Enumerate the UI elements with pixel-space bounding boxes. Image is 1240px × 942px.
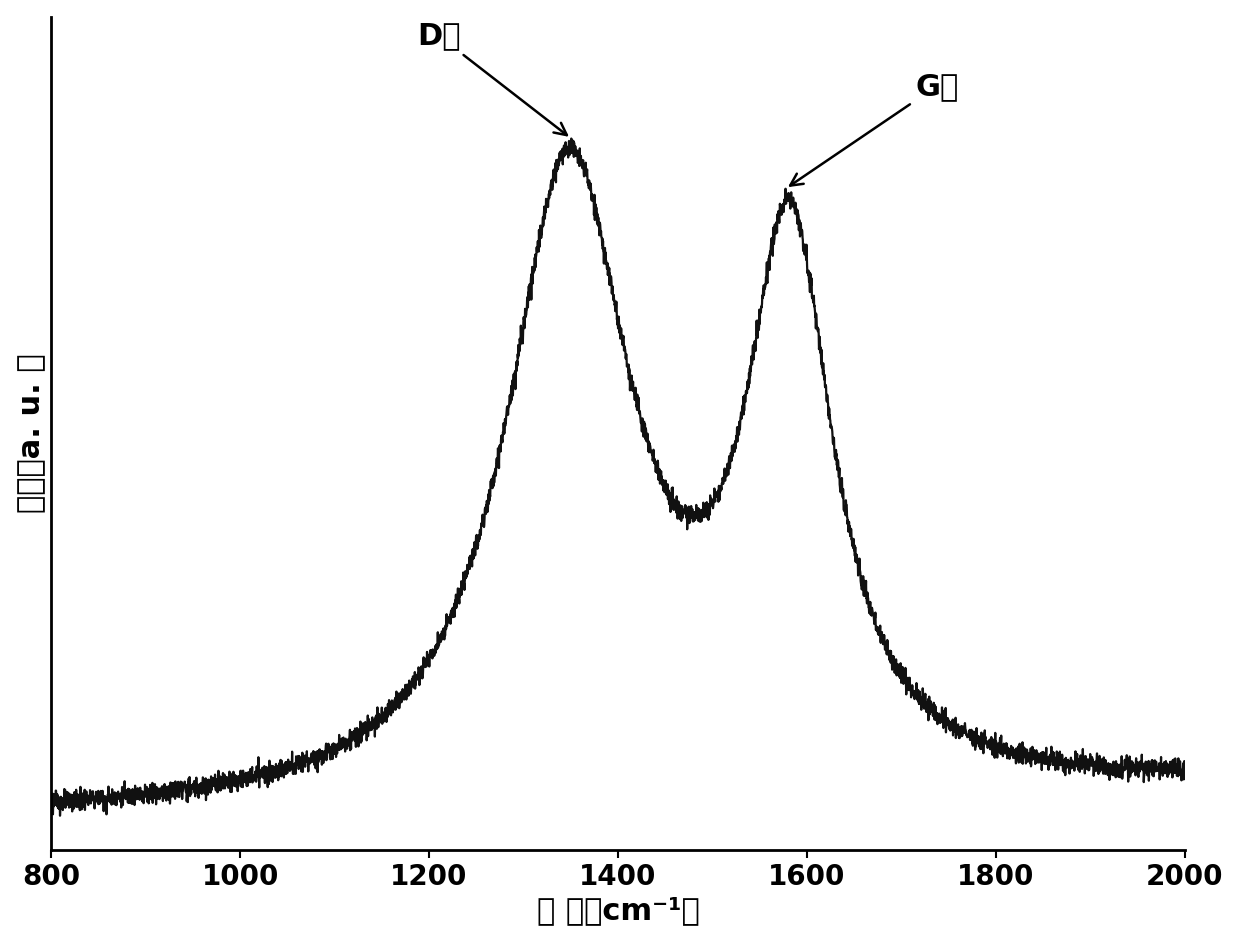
- Text: G峰: G峰: [790, 72, 959, 186]
- Y-axis label: 强度（a. u. ）: 强度（a. u. ）: [16, 353, 46, 513]
- X-axis label: 波 数（cm⁻¹）: 波 数（cm⁻¹）: [537, 897, 699, 925]
- Text: D峰: D峰: [418, 22, 567, 135]
